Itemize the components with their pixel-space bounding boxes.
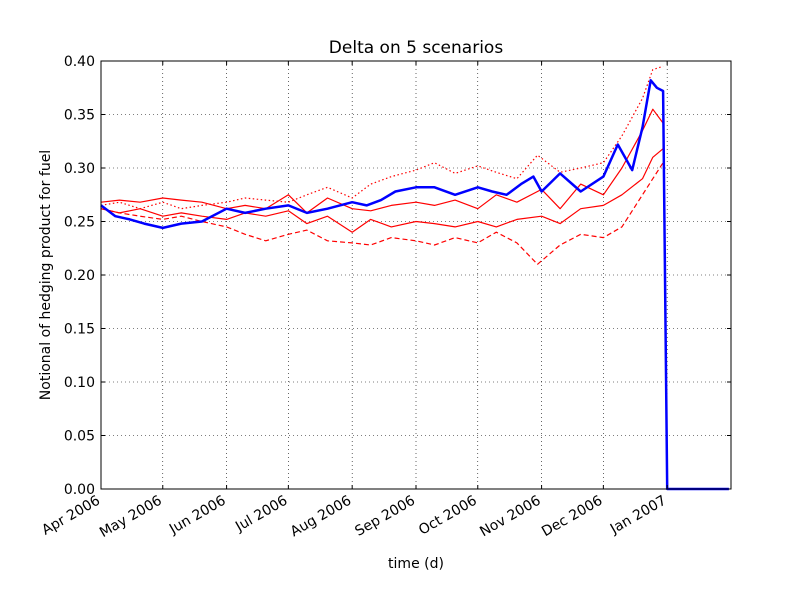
y-tick-label: 0.10 (64, 375, 95, 391)
y-tick-labels: 0.00 0.05 0.10 0.15 0.20 0.25 0.30 0.35 0.40 (64, 54, 95, 498)
y-tick-label: 0.40 (64, 54, 95, 70)
y-tick-label: 0.15 (64, 322, 95, 338)
y-tick-label: 0.25 (64, 215, 95, 231)
ticks (100, 60, 731, 490)
x-axis-label: time (d) (388, 556, 444, 572)
y-tick-label: 0.00 (64, 482, 95, 498)
series-line-4 (100, 162, 664, 265)
y-tick-label: 0.35 (64, 108, 95, 124)
y-tick-label: 0.30 (64, 161, 95, 177)
series-line-1 (100, 79, 729, 491)
chart-title: Delta on 5 scenarios (329, 38, 504, 58)
y-axis-label: Notional of hedging product for fuel (38, 150, 54, 400)
y-tick-label: 0.20 (64, 268, 95, 284)
y-tick-label: 0.05 (64, 429, 95, 445)
series-layer (100, 65, 729, 491)
series-line-3 (100, 148, 664, 233)
